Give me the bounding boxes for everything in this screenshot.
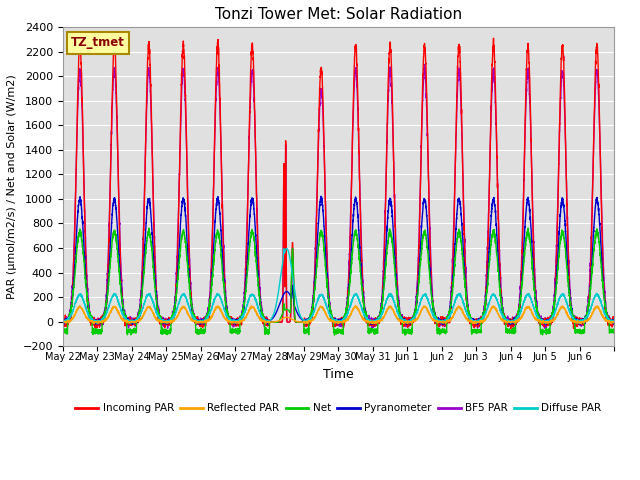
- Line: BF5 PAR: BF5 PAR: [63, 64, 614, 329]
- Pyranometer: [610, 318, 618, 324]
- Incoming PAR: [490, 36, 497, 41]
- Pyranometer: [359, 295, 367, 300]
- Reflected PAR: [517, 316, 525, 322]
- Reflected PAR: [610, 319, 618, 324]
- BF5 PAR: [420, 61, 428, 67]
- Net: [173, 287, 181, 292]
- Line: Net: Net: [63, 228, 614, 335]
- BF5 PAR: [610, 317, 618, 323]
- Line: Incoming PAR: Incoming PAR: [63, 38, 614, 329]
- Diffuse PAR: [531, 308, 539, 313]
- BF5 PAR: [368, 326, 376, 332]
- Net: [490, 227, 497, 232]
- Incoming PAR: [388, 94, 396, 100]
- Net: [359, 294, 367, 300]
- Incoming PAR: [507, 326, 515, 332]
- Title: Tonzi Tower Met: Solar Radiation: Tonzi Tower Met: Solar Radiation: [215, 7, 462, 22]
- Reflected PAR: [531, 315, 539, 321]
- Reflected PAR: [59, 320, 67, 325]
- Pyranometer: [517, 291, 525, 297]
- Diffuse PAR: [359, 309, 367, 315]
- Diffuse PAR: [517, 309, 525, 314]
- BF5 PAR: [59, 320, 67, 326]
- Diffuse PAR: [93, 321, 101, 326]
- Line: Pyranometer: Pyranometer: [63, 196, 614, 324]
- Diffuse PAR: [388, 295, 396, 301]
- Incoming PAR: [490, 48, 497, 54]
- Pyranometer: [317, 193, 325, 199]
- Pyranometer: [173, 278, 181, 284]
- Pyranometer: [60, 321, 67, 327]
- Net: [388, 238, 396, 244]
- BF5 PAR: [490, 65, 497, 71]
- Reflected PAR: [173, 314, 181, 320]
- Reflected PAR: [490, 304, 497, 310]
- BF5 PAR: [517, 273, 525, 279]
- Net: [524, 225, 532, 231]
- X-axis label: Time: Time: [323, 368, 354, 381]
- Diffuse PAR: [173, 305, 181, 311]
- Diffuse PAR: [610, 319, 618, 324]
- Reflected PAR: [388, 306, 396, 312]
- BF5 PAR: [388, 112, 396, 118]
- BF5 PAR: [359, 277, 367, 283]
- Pyranometer: [59, 319, 67, 325]
- Incoming PAR: [610, 319, 618, 324]
- Incoming PAR: [359, 286, 367, 291]
- Pyranometer: [490, 196, 497, 202]
- Line: Reflected PAR: Reflected PAR: [63, 306, 614, 324]
- Net: [517, 296, 525, 301]
- Line: Diffuse PAR: Diffuse PAR: [63, 249, 614, 324]
- Text: TZ_tmet: TZ_tmet: [71, 36, 125, 49]
- Legend: Incoming PAR, Reflected PAR, Net, Pyranometer, BF5 PAR, Diffuse PAR: Incoming PAR, Reflected PAR, Net, Pyrano…: [71, 399, 605, 418]
- Incoming PAR: [531, 288, 539, 293]
- Reflected PAR: [359, 316, 367, 322]
- Incoming PAR: [173, 265, 181, 271]
- Reflected PAR: [76, 303, 84, 309]
- BF5 PAR: [531, 274, 539, 280]
- Reflected PAR: [302, 321, 310, 326]
- Net: [331, 332, 339, 338]
- Incoming PAR: [59, 320, 67, 325]
- Pyranometer: [388, 216, 396, 222]
- Net: [531, 291, 539, 297]
- Diffuse PAR: [283, 246, 291, 252]
- Net: [610, 329, 618, 335]
- Diffuse PAR: [59, 319, 67, 325]
- BF5 PAR: [173, 253, 181, 259]
- Diffuse PAR: [490, 292, 497, 298]
- Net: [59, 331, 67, 337]
- Y-axis label: PAR (μmol/m2/s) / Net and Solar (W/m2): PAR (μmol/m2/s) / Net and Solar (W/m2): [7, 74, 17, 299]
- Incoming PAR: [517, 290, 525, 296]
- Pyranometer: [531, 291, 539, 297]
